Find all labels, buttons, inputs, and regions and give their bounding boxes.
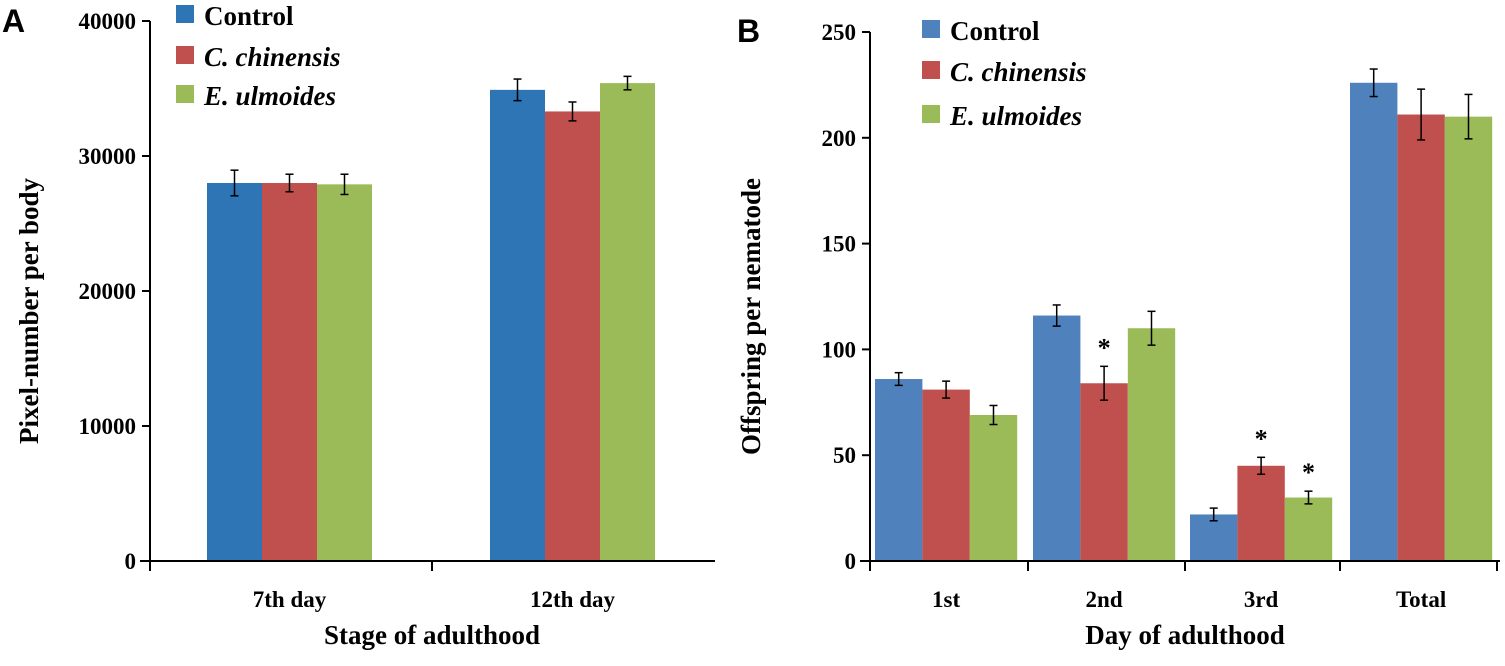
bar-c-chinensis-7th-day xyxy=(262,183,317,561)
bar-c-chinensis-3rd xyxy=(1237,465,1285,561)
bar-control-12th-day xyxy=(490,89,545,561)
legend-label: E. ulmoides xyxy=(949,101,1082,131)
significance-marker: * xyxy=(1302,458,1315,487)
legend-swatch xyxy=(176,85,194,103)
x-axis-title: Stage of adulthood xyxy=(324,620,540,650)
bar-c-chinensis-total xyxy=(1397,114,1445,562)
bar-control-3rd xyxy=(1190,514,1238,561)
significance-marker: * xyxy=(1098,333,1111,362)
chart-panel-a: A 0 10000 20000 30000 40000 7th day 12th day Sta… xyxy=(2,1,715,650)
x-tick-label: 1st xyxy=(932,587,960,612)
bar-control-2nd xyxy=(1033,315,1081,561)
legend-label: C. chinensis xyxy=(204,42,341,72)
y-tick-label: 250 xyxy=(822,20,857,45)
bar-e-ulmoides-7th-day xyxy=(317,184,372,561)
bar-c-chinensis-1st xyxy=(922,389,970,561)
bar-control-total xyxy=(1350,82,1398,561)
significance-marker: * xyxy=(1255,424,1268,453)
legend-label: Control xyxy=(950,16,1040,46)
x-tick-label: 12th day xyxy=(530,587,615,612)
y-tick-label: 40000 xyxy=(79,9,137,34)
legend-swatch xyxy=(176,5,194,23)
legend: Control C. chinensis E. ulmoides xyxy=(922,16,1087,131)
bar-e-ulmoides-total xyxy=(1444,116,1493,561)
bar-control-1st xyxy=(875,379,923,561)
bar-control-7th-day xyxy=(207,183,262,561)
y-tick-label: 0 xyxy=(125,549,137,574)
x-tick-label: 2nd xyxy=(1086,587,1123,612)
x-tick-label: 3rd xyxy=(1244,587,1279,612)
bar-e-ulmoides-2nd xyxy=(1127,328,1176,561)
y-axis-title: Offspring per nematode xyxy=(736,178,766,455)
legend-swatch xyxy=(922,20,940,38)
y-tick-label: 20000 xyxy=(79,279,137,304)
legend-label: C. chinensis xyxy=(950,57,1087,87)
legend-swatch xyxy=(922,61,940,79)
x-axis-title: Day of adulthood xyxy=(1085,620,1285,650)
legend-label: Control xyxy=(204,1,294,31)
x-tick-label: 7th day xyxy=(253,587,327,612)
bar-c-chinensis-12th-day xyxy=(545,111,600,561)
y-tick-label: 30000 xyxy=(79,144,137,169)
y-axis-title: Pixel-number per body xyxy=(14,177,44,444)
panel-label: B xyxy=(737,13,760,49)
chart-panel-b: B * * * 0 50 100 150 200 250 1st 2nd 3rd Total Day of … xyxy=(736,13,1500,650)
y-tick-label: 0 xyxy=(845,549,857,574)
panel-label: A xyxy=(2,3,25,39)
y-tick-label: 10000 xyxy=(79,414,137,439)
legend-swatch xyxy=(176,46,194,64)
x-tick-label: Total xyxy=(1396,587,1446,612)
legend: Control C. chinensis E. ulmoides xyxy=(176,1,341,111)
legend-label: E. ulmoides xyxy=(203,81,336,111)
y-tick-label: 100 xyxy=(822,337,857,362)
bar-e-ulmoides-12th-day xyxy=(600,83,655,561)
bar-e-ulmoides-3rd xyxy=(1284,497,1333,561)
bar-e-ulmoides-1st xyxy=(969,414,1018,561)
y-tick-label: 200 xyxy=(822,126,857,151)
legend-swatch xyxy=(922,105,940,123)
bar-c-chinensis-2nd xyxy=(1080,383,1128,561)
y-tick-label: 50 xyxy=(833,443,856,468)
y-tick-label: 150 xyxy=(822,232,857,257)
